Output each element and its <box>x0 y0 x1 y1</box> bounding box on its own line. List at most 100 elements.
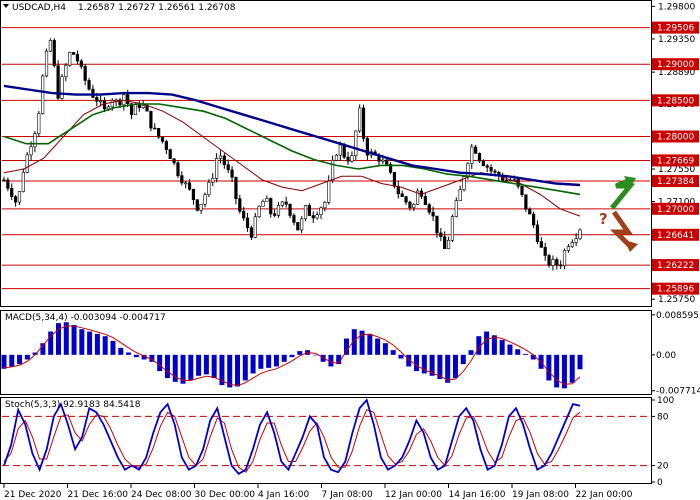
candle-body <box>238 198 242 212</box>
candle-body <box>164 141 168 150</box>
candle-body <box>392 172 397 187</box>
candle-body <box>56 65 60 99</box>
macd-bar <box>196 354 202 376</box>
candle-body <box>249 227 254 238</box>
macd-panel-frame <box>0 310 652 395</box>
macd-bar <box>515 349 521 355</box>
candle-body <box>265 198 269 202</box>
candle-body <box>416 190 420 205</box>
candle-body <box>17 191 22 203</box>
macd-bar <box>507 344 513 355</box>
time-tick-label: 21 Dec 16:00 <box>68 490 129 500</box>
candle-body <box>172 158 176 164</box>
macd-bar <box>266 354 272 368</box>
macd-bar <box>429 354 435 376</box>
macd-bar <box>445 354 451 383</box>
price-levels <box>2 27 650 290</box>
candle-body <box>346 156 350 162</box>
candle-body <box>269 198 273 215</box>
candle-body <box>25 154 29 173</box>
stoch-title: Stoch(5,3,3) 92.9183 84.5418 <box>5 400 141 410</box>
candle-body <box>574 238 578 243</box>
candle-body <box>361 107 366 139</box>
stoch-tick-label: 0 <box>657 478 663 488</box>
macd-bar <box>172 354 178 382</box>
candle-body <box>462 176 466 190</box>
macd-bar <box>546 354 552 381</box>
stoch-panel-frame <box>0 397 652 484</box>
candle-body <box>2 179 6 182</box>
moving-averages <box>3 84 581 217</box>
time-tick-label: 21 Dec 2020 <box>4 490 62 500</box>
macd-bar <box>328 354 334 367</box>
macd-bar <box>110 340 116 355</box>
ma-mid-line <box>3 103 581 196</box>
macd-bar <box>312 354 318 356</box>
level-label: 1.29506 <box>657 24 694 34</box>
dropdown-triangle-icon[interactable] <box>3 4 9 8</box>
candle-body <box>21 171 25 192</box>
candle-body <box>528 208 532 215</box>
macd-bar <box>320 354 326 362</box>
candle-body <box>327 180 331 203</box>
candle-body <box>385 159 389 165</box>
forecast-up-arrow <box>610 177 636 210</box>
macd-bar <box>40 343 46 355</box>
candle-body <box>126 94 130 104</box>
candle-body <box>365 138 369 156</box>
candle-body <box>141 105 145 108</box>
candle-body <box>234 176 238 199</box>
ma-slow-line <box>3 84 581 187</box>
candle-body <box>83 66 87 81</box>
candle-body <box>184 182 188 185</box>
candle-body <box>338 144 342 156</box>
stoch-tick-label: 80 <box>657 412 669 422</box>
candle-body <box>342 144 346 158</box>
stoch-tick-label: 20 <box>657 462 669 472</box>
candle-body <box>44 50 49 77</box>
candle-body <box>458 189 462 201</box>
macd-bar <box>476 336 482 355</box>
candle-body <box>71 52 76 55</box>
candle-body <box>412 203 416 208</box>
macd-axis: 0.008595 0.00 -0.007714 <box>651 311 700 397</box>
candle-body <box>388 164 393 173</box>
candle-body <box>485 165 489 168</box>
question-mark: ? <box>599 210 608 228</box>
forecast-arrows: ? <box>599 176 638 252</box>
candle-body <box>400 193 404 197</box>
macd-bar <box>32 352 38 355</box>
candle-body <box>133 104 138 115</box>
candle-body <box>520 185 524 195</box>
candle-body <box>435 215 439 234</box>
candle-body <box>354 130 358 156</box>
candle-body <box>218 155 223 159</box>
candle-body <box>114 99 118 102</box>
macd-bar <box>577 354 583 370</box>
macd-bar <box>499 339 505 355</box>
macd-bar <box>258 354 264 369</box>
macd-bar <box>569 354 575 383</box>
macd-bar <box>87 331 93 355</box>
candle-body <box>334 154 339 161</box>
macd-bar <box>297 351 303 355</box>
candle-body <box>261 201 265 207</box>
chart-title-symbol: USDCAD,H4 <box>12 3 66 13</box>
level-label-box <box>652 21 699 34</box>
candle-body <box>245 217 250 229</box>
candle-body <box>532 213 536 226</box>
time-axis: 21 Dec 2020 21 Dec 16:00 24 Dec 08:00 30 De… <box>3 484 633 500</box>
macd-bar <box>359 330 365 355</box>
candle-body <box>95 97 99 102</box>
candle-body <box>323 202 327 209</box>
macd-bar <box>398 354 404 359</box>
macd-bar <box>491 335 497 355</box>
candle-body <box>226 164 230 171</box>
stochastic-lines <box>2 398 650 475</box>
forecast-down-arrow <box>609 210 633 248</box>
macd-bar <box>336 354 342 365</box>
price-axis: 1.298001.293501.288901.284501.280001.275… <box>651 2 699 305</box>
candle-body <box>33 133 37 148</box>
price-tick-label: 1.28890 <box>658 68 695 78</box>
